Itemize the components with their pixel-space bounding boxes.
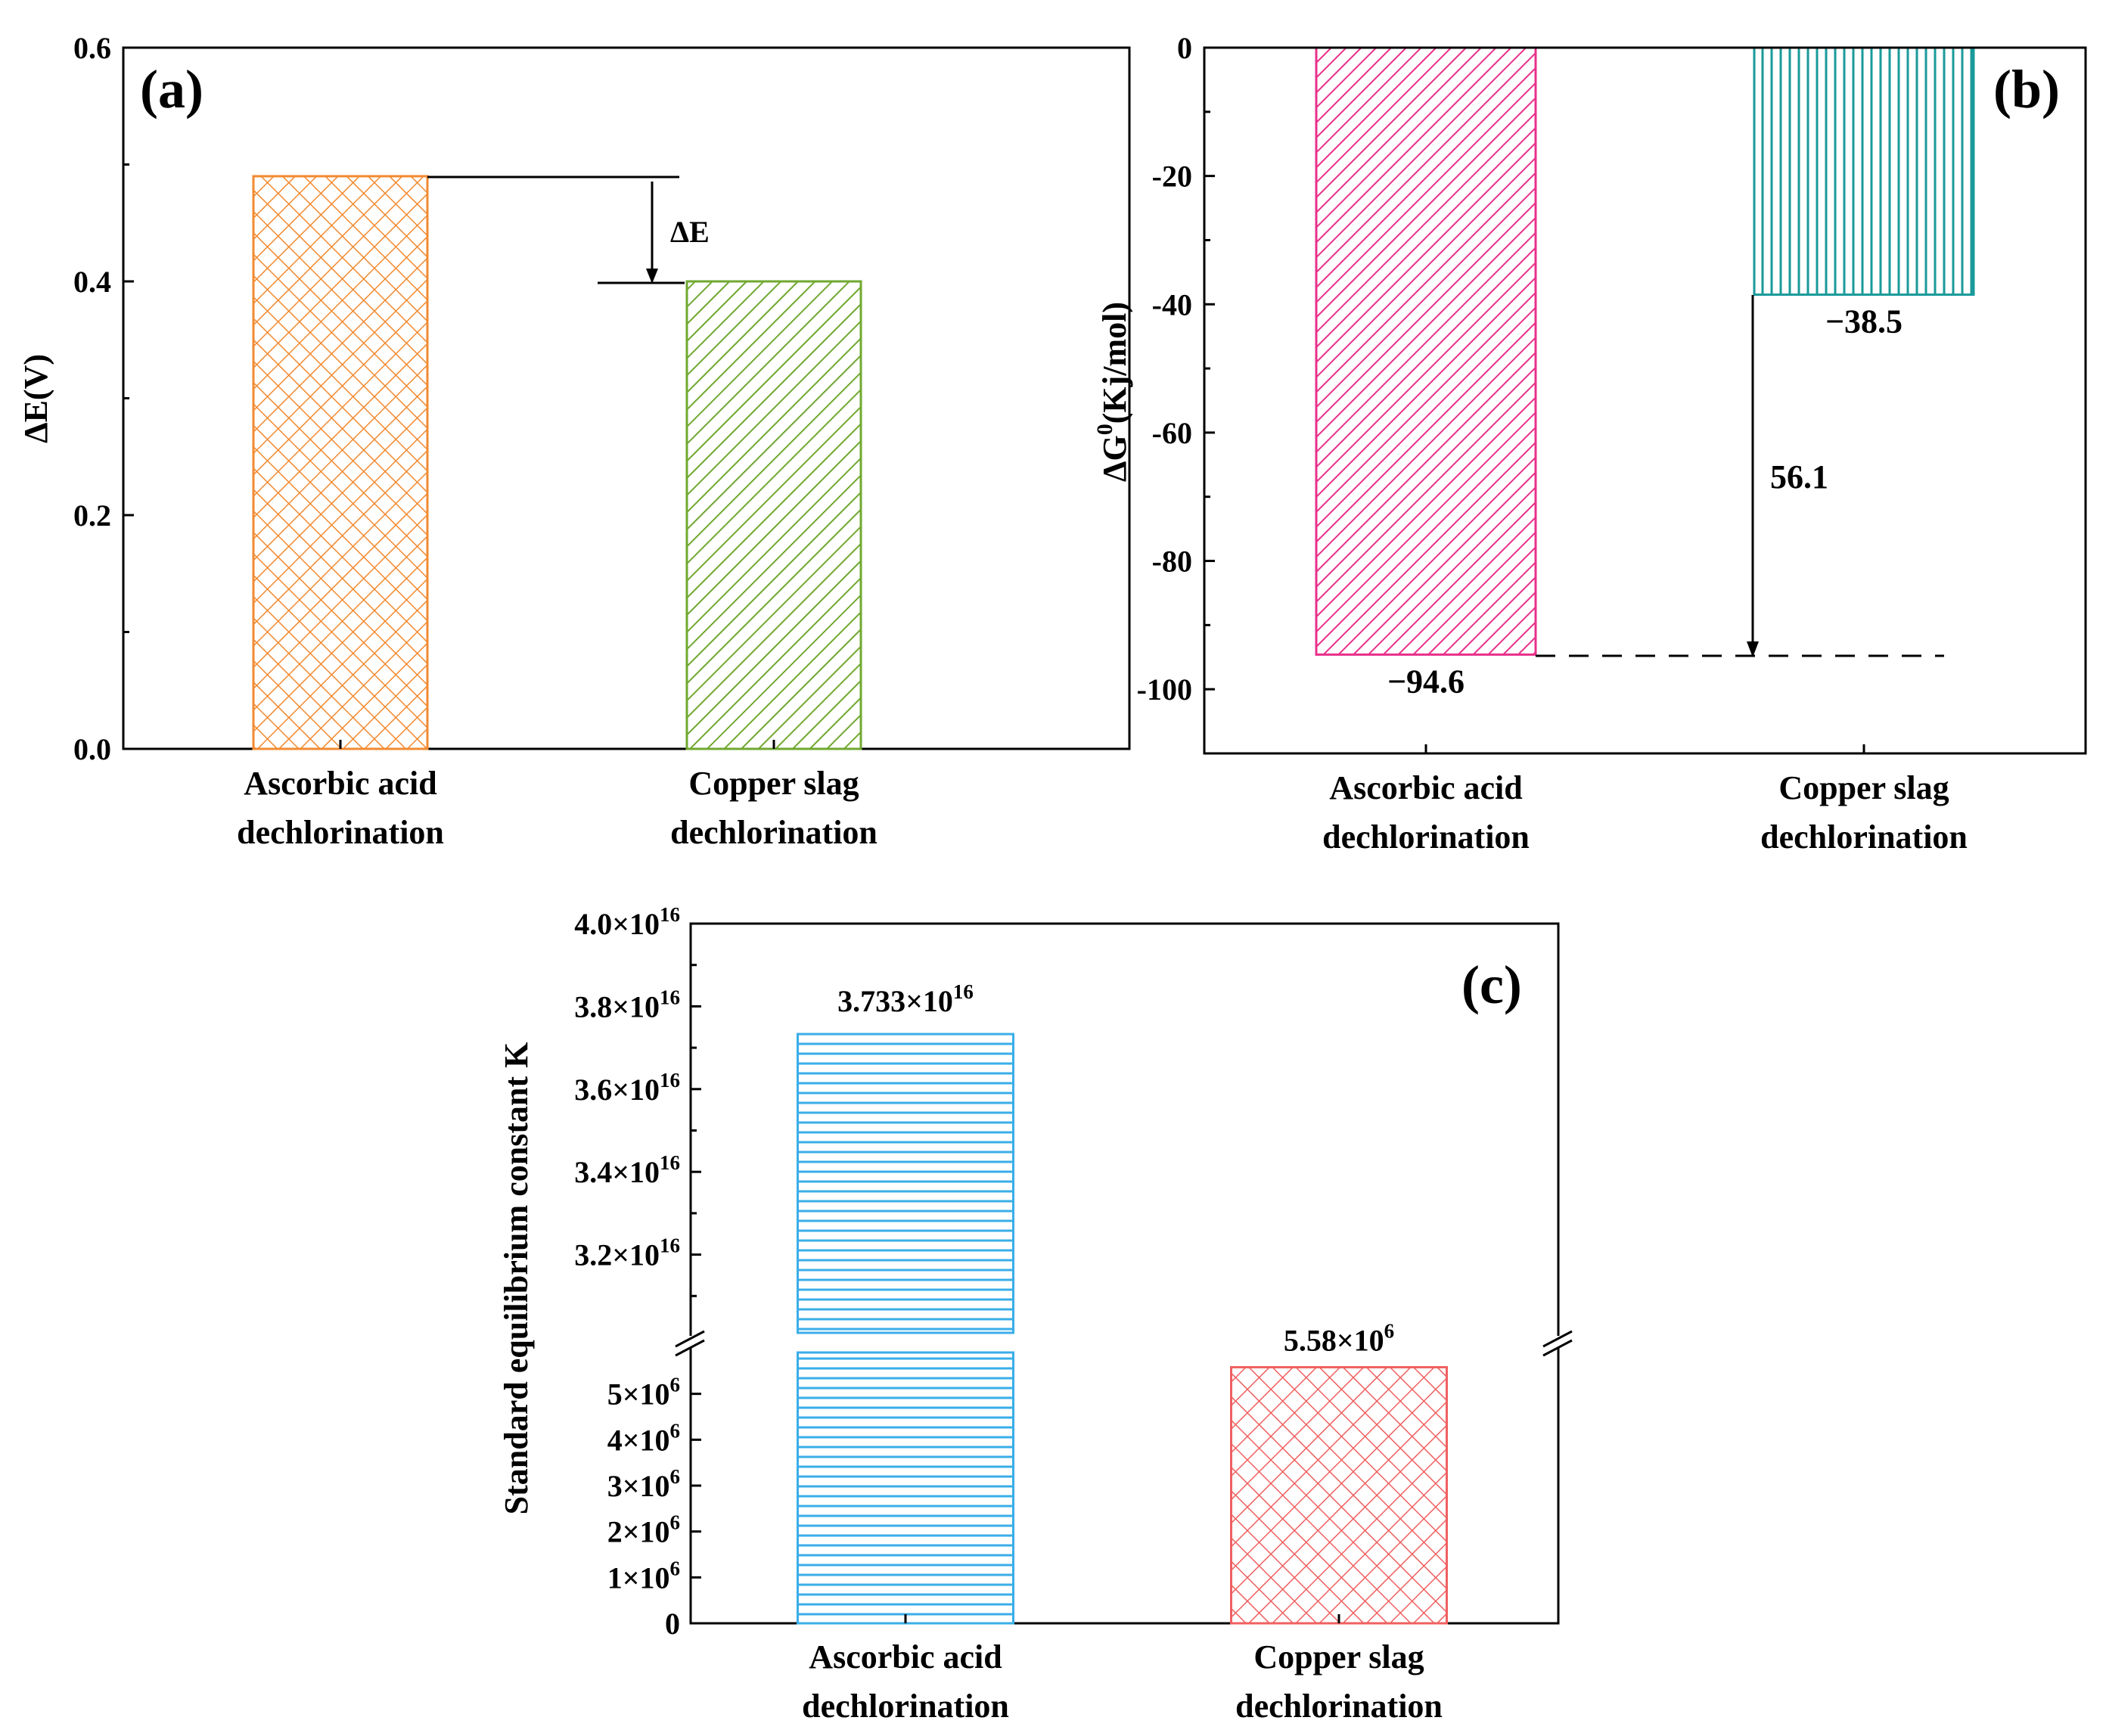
panel-c-upper-tick-label-2: 3.6×1016 [574, 1069, 680, 1107]
panel-c-xlabel-1-line1: Copper slag [1253, 1638, 1424, 1675]
panel-c-ylabel: Standard equilibrium constant K [498, 1042, 535, 1515]
panel-c-x-labels: Ascorbic acid dechlorination Copper slag de… [802, 1638, 1443, 1725]
panel-c-xlabel-0-line2: dechlorination [802, 1688, 1009, 1725]
panel-c-y-axis: 3.2×1016 3.4×1016 3.6×1016 3.8×1016 4.0×1016… [574, 903, 701, 1641]
panel-b-bars: −94.6 −38.5 [1204, 46, 2086, 753]
panel-c: 3.2×1016 3.4×1016 3.6×1016 3.8×1016 4.0×1016… [498, 903, 1573, 1725]
panel-a-arrow-head [646, 269, 658, 284]
panel-b-xlabel-0-line1: Ascorbic acid [1329, 769, 1522, 806]
panel-b: 0 -20 -40 -60 -80 -100 −94.6 −38.5 56.1 (b) ΔG… [1092, 31, 2087, 856]
panel-b-y-axis: 0 -20 -40 -60 -80 -100 [1137, 31, 1215, 755]
panel-c-break-right-2 [1542, 1339, 1573, 1357]
panel-c-data-label-0: 3.733×1016 [837, 980, 974, 1018]
panel-a-ytick-label-0: 0.0 [73, 732, 111, 766]
panel-c-lower-tick-label-0: 0 [665, 1607, 680, 1641]
panel-a-ytick-label-2: 0.4 [73, 265, 111, 299]
panel-c-bars: 3.733×1016 5.58×106 [797, 980, 1448, 1625]
panel-c-upper-tick-label-4: 4.0×1016 [574, 903, 680, 941]
panel-a: 0.0 0.2 0.4 0.6 ΔE (a) ΔE(V) Ascorbic acid d… [17, 31, 1131, 851]
panel-a-xlabel-0-line1: Ascorbic acid [244, 765, 436, 802]
panel-a-x-labels: Ascorbic acid dechlorination Copper slag de… [237, 765, 878, 851]
panel-c-bar-0-lower [797, 1351, 1014, 1625]
panel-b-ytick-label-4: -80 [1152, 545, 1192, 579]
panel-c-lower-tick-label-4: 4×106 [607, 1419, 680, 1457]
panel-b-bar-0 [1315, 46, 1537, 656]
panel-c-break-left-2 [675, 1339, 705, 1357]
panel-a-xlabel-1-line2: dechlorination [670, 814, 878, 851]
panel-c-lower-tick-label-5: 5×106 [607, 1374, 680, 1411]
panel-c-upper-tick-label-3: 3.8×1016 [574, 986, 680, 1023]
panel-c-lower-tick-label-2: 2×106 [607, 1511, 680, 1549]
panel-c-frame [689, 922, 1560, 1625]
panel-b-ytick-label-0: 0 [1177, 31, 1192, 65]
panel-c-bar-0-upper [797, 1033, 1014, 1334]
panel-b-ytick-label-3: -60 [1152, 416, 1192, 450]
panel-b-x-labels: Ascorbic acid dechlorination Copper slag de… [1322, 769, 1968, 856]
panel-b-arrow-head [1747, 641, 1759, 657]
panel-b-xlabel-1-line1: Copper slag [1778, 769, 1949, 806]
panel-a-y-axis: 0.0 0.2 0.4 0.6 [73, 31, 134, 766]
panel-b-ytick-label-1: -20 [1152, 160, 1192, 194]
panel-c-break-right-1 [1542, 1330, 1573, 1348]
panel-c-break-left-1 [675, 1330, 705, 1348]
panel-c-lower-tick-label-3: 3×106 [607, 1465, 680, 1503]
panel-b-bar-1 [1753, 46, 1975, 297]
panel-a-ylabel: ΔE(V) [17, 354, 54, 443]
panel-c-xlabel-1-line2: dechlorination [1235, 1688, 1443, 1725]
panel-a-bar-0 [252, 175, 429, 750]
panel-a-label: (a) [140, 59, 203, 120]
panel-b-annotation: 56.1 [1770, 458, 1828, 495]
panel-c-upper-tick-label-0: 3.2×1016 [574, 1234, 680, 1272]
panel-b-data-label-1: −38.5 [1825, 303, 1903, 340]
panel-c-upper-tick-label-1: 3.4×1016 [574, 1151, 680, 1189]
panel-c-label: (c) [1461, 955, 1522, 1015]
panel-a-ytick-label-3: 0.6 [73, 31, 111, 65]
panel-b-xlabel-1-line2: dechlorination [1760, 818, 1968, 856]
panel-a-annotation: ΔE [670, 215, 710, 249]
panel-a-xlabel-1-line1: Copper slag [688, 765, 859, 802]
panel-b-label: (b) [1993, 59, 2060, 120]
panel-b-ytick-label-5: -100 [1137, 672, 1192, 707]
panel-c-data-label-1: 5.58×106 [1284, 1319, 1394, 1357]
panel-a-bars [252, 175, 862, 750]
panel-a-xlabel-0-line2: dechlorination [237, 814, 444, 851]
panel-a-ytick-label-1: 0.2 [73, 498, 111, 533]
panel-a-bar-1 [685, 280, 862, 750]
panel-c-lower-tick-label-1: 1×106 [607, 1557, 680, 1595]
panel-b-ytick-label-2: -40 [1152, 287, 1192, 321]
panel-c-xlabel-0-line1: Ascorbic acid [809, 1638, 1002, 1675]
panel-b-ylabel: ΔG0(Kj/mol) [1092, 302, 1133, 482]
panel-b-xlabel-0-line2: dechlorination [1322, 818, 1530, 856]
panel-b-data-label-0: −94.6 [1387, 663, 1465, 700]
panel-c-bar-1 [1230, 1365, 1448, 1625]
